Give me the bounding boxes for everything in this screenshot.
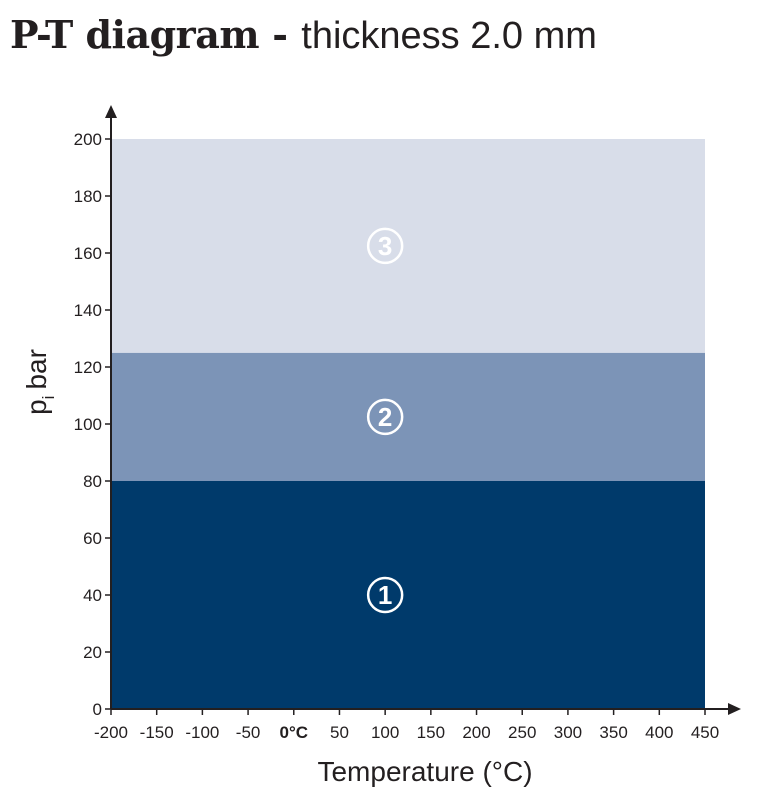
region-marker-circle xyxy=(366,576,404,614)
x-tick-label: 50 xyxy=(330,723,349,742)
y-axis-arrow xyxy=(105,105,117,118)
x-axis-ticks: -200 -150 -100 -50 0°C 50 100 150 200 250 300 350 40… xyxy=(94,709,719,742)
y-axis-label-unit: bar xyxy=(21,349,52,389)
region-marker-circle xyxy=(366,398,404,436)
y-axis-label-symbol: p xyxy=(21,399,52,415)
pressure-regions xyxy=(111,139,705,709)
x-tick-label: 300 xyxy=(554,723,582,742)
y-tick-label: 60 xyxy=(83,529,102,548)
y-tick-label: 0 xyxy=(93,700,102,719)
x-tick-label: 200 xyxy=(462,723,490,742)
x-tick-label: 100 xyxy=(371,723,399,742)
x-tick-label: 150 xyxy=(417,723,445,742)
region-marker-circle xyxy=(366,227,404,265)
region-label: 1 xyxy=(378,580,392,610)
region-3 xyxy=(111,139,705,353)
x-tick-label: -100 xyxy=(185,723,219,742)
x-tick-label: 0°C xyxy=(280,723,309,742)
y-tick-label: 120 xyxy=(74,358,102,377)
chart-title: P-T diagram - thickness 2.0 mm xyxy=(10,10,597,61)
x-tick-label: -200 xyxy=(94,723,128,742)
y-tick-label: 40 xyxy=(83,586,102,605)
region-marker-3: 3 xyxy=(366,227,404,265)
y-tick-label: 140 xyxy=(74,301,102,320)
x-axis-label: Temperature (°C) xyxy=(317,756,532,787)
x-tick-label: 400 xyxy=(645,723,673,742)
region-2 xyxy=(111,352,705,481)
region-label: 3 xyxy=(378,231,392,261)
y-axis-ticks: 0 20 40 60 80 100 120 140 160 180 200 xyxy=(74,130,111,719)
x-tick-label: 250 xyxy=(508,723,536,742)
region-1 xyxy=(111,481,705,709)
axes xyxy=(105,105,741,715)
region-labels: 1 2 3 xyxy=(366,227,404,614)
y-tick-label: 20 xyxy=(83,643,102,662)
y-tick-label: 160 xyxy=(74,244,102,263)
y-tick-label: 100 xyxy=(74,415,102,434)
x-tick-label: 450 xyxy=(691,723,719,742)
chart-title-separator: - xyxy=(259,12,302,57)
region-marker-2: 2 xyxy=(366,398,404,436)
chart-title-rest: thickness 2.0 mm xyxy=(301,15,597,57)
x-axis-arrow xyxy=(728,703,741,715)
chart-title-bold: P-T diagram xyxy=(10,12,260,57)
x-tick-label: 350 xyxy=(599,723,627,742)
y-tick-label: 80 xyxy=(83,472,102,491)
svg-text:pibar: pi bar xyxy=(21,349,58,415)
y-axis-label: pi bar xyxy=(21,349,58,415)
x-tick-label: -50 xyxy=(236,723,261,742)
y-axis-label-subscript: i xyxy=(39,396,58,400)
region-marker-1: 1 xyxy=(366,576,404,614)
y-tick-label: 200 xyxy=(74,130,102,149)
region-label: 2 xyxy=(378,402,392,432)
y-tick-label: 180 xyxy=(74,187,102,206)
x-tick-label: -150 xyxy=(140,723,174,742)
